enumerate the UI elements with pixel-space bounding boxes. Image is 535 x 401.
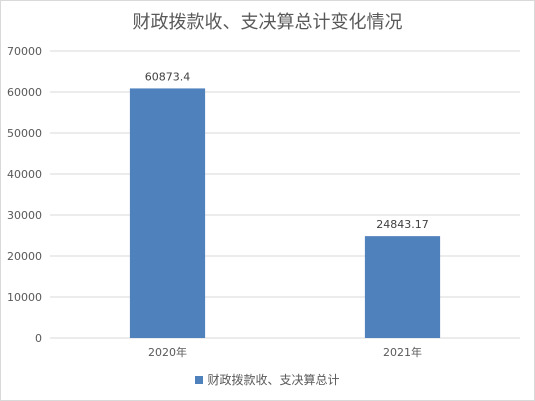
y-tick-label: 10000 — [7, 291, 42, 304]
bar-value-label: 24843.17 — [376, 218, 429, 231]
y-tick-label: 20000 — [7, 250, 42, 263]
data-labels: 60873.4 24843.17 — [145, 70, 429, 231]
legend-label: 财政拨款收、支决算总计 — [207, 373, 340, 387]
legend-swatch — [195, 375, 204, 384]
bar — [129, 88, 206, 338]
chart-title: 财政拨款收、支决算总计变化情况 — [132, 12, 403, 33]
y-tick-label: 40000 — [7, 168, 42, 181]
legend: 财政拨款收、支决算总计 — [0, 371, 535, 388]
y-tick-label: 50000 — [7, 127, 42, 140]
bar — [364, 236, 441, 338]
y-tick-label: 0 — [35, 332, 42, 345]
y-tick-label: 60000 — [7, 86, 42, 99]
x-tick-label: 2020年 — [148, 345, 187, 359]
bars — [129, 88, 441, 338]
y-tick-label: 70000 — [7, 45, 42, 58]
x-tick-label: 2021年 — [383, 345, 422, 359]
y-tick-label: 30000 — [7, 209, 42, 222]
gridlines — [50, 50, 520, 298]
axes: 0 10000 20000 30000 40000 50000 60000 70000 2020… — [7, 45, 520, 359]
bar-value-label: 60873.4 — [145, 70, 191, 83]
